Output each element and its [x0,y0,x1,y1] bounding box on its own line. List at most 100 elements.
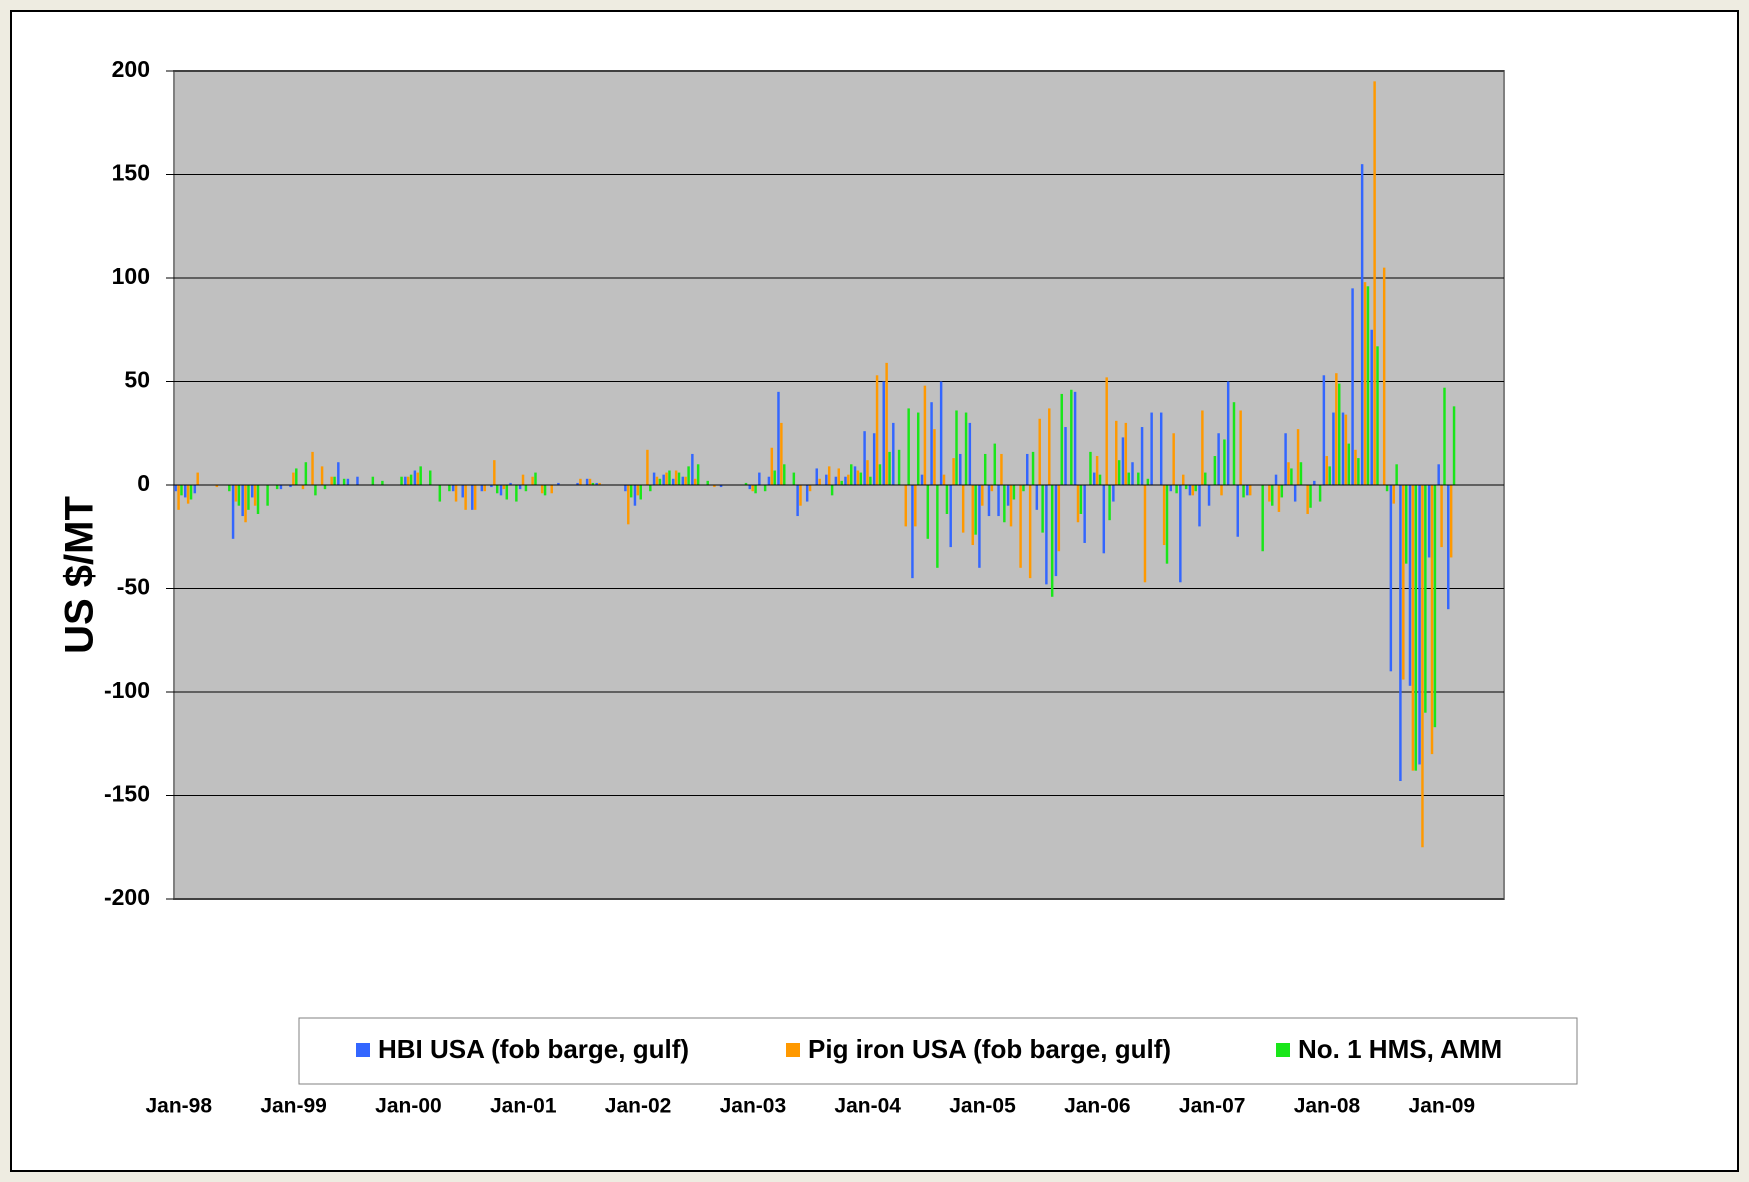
bar [1280,485,1284,498]
bar [1306,485,1309,514]
bar [1392,485,1395,504]
bar [719,485,723,488]
y-tick-label: 200 [112,56,150,82]
bar [1332,412,1335,485]
bar [585,478,589,485]
bar [968,422,972,485]
bar [1341,412,1345,485]
bar [1108,485,1111,521]
bar [356,476,359,485]
bar [1057,485,1061,552]
bar [404,476,407,485]
bar [244,485,247,523]
bar [346,478,350,485]
bar [289,485,292,488]
legend-swatch [1276,1043,1290,1057]
bar [684,476,687,485]
bar [295,468,298,485]
bar [830,485,834,496]
bar [974,485,977,535]
bar [454,485,458,502]
bar [595,482,598,485]
bar [342,478,346,485]
bar [1399,485,1402,782]
bar [1038,418,1041,485]
x-tick-label: Jan-07 [1179,1095,1246,1118]
bar [1073,391,1077,485]
bar [1366,286,1370,485]
bar [1433,485,1437,728]
bar [1437,464,1440,485]
bar [1054,485,1058,577]
bar [1009,485,1013,527]
bar [773,470,776,485]
x-tick-label: Jan-99 [260,1095,327,1118]
bar [1414,485,1418,771]
bar [314,485,317,496]
bar [888,451,891,485]
bar [499,485,503,496]
bar [911,485,914,579]
bar [1357,458,1360,485]
bar [180,485,183,496]
bar [1079,485,1083,514]
bar [694,478,697,485]
bar [1031,451,1035,485]
bar [1162,485,1166,546]
bar [744,482,748,485]
bar [1112,485,1115,502]
bar [323,485,327,490]
bar [1127,472,1130,485]
bar [1198,485,1201,527]
bar [1169,485,1173,492]
bar [301,485,305,490]
bar [639,485,642,500]
legend-swatch [786,1043,800,1057]
bar [853,466,857,485]
bar [1204,472,1207,485]
bar [1188,485,1192,496]
x-tick-label: Jan-02 [605,1095,672,1118]
bar [1140,427,1144,485]
bar [1179,485,1182,583]
bar [978,485,981,568]
bar [1223,439,1226,485]
bar [1060,393,1063,485]
bar [215,485,219,488]
bar [936,485,939,568]
bar [1293,485,1297,502]
bar [1083,485,1086,543]
bar [253,485,257,506]
x-tick-label: Jan-04 [834,1095,901,1118]
bar [859,472,863,485]
bar [1105,377,1108,485]
bar [1427,485,1431,558]
bar [748,485,752,490]
bar [521,474,525,485]
bar [777,391,780,485]
bar [808,485,812,492]
bar [1370,329,1373,485]
bar [1351,288,1354,485]
bar [872,433,876,485]
bar [770,447,774,485]
bar [266,485,269,506]
bar [1098,474,1102,485]
bar [1360,164,1364,485]
bar [844,476,847,485]
bar [1271,485,1274,506]
bar [524,485,528,492]
bar [815,468,818,485]
bar [1354,449,1357,485]
bar [505,485,509,500]
bar [923,385,927,485]
bar [691,453,694,485]
bar [1335,373,1338,485]
bar [502,485,506,490]
bar [1389,485,1393,672]
bar [371,476,375,485]
bar [1232,402,1236,485]
x-tick-label: Jan-00 [375,1095,442,1118]
bar [971,485,974,546]
bar [767,476,771,485]
